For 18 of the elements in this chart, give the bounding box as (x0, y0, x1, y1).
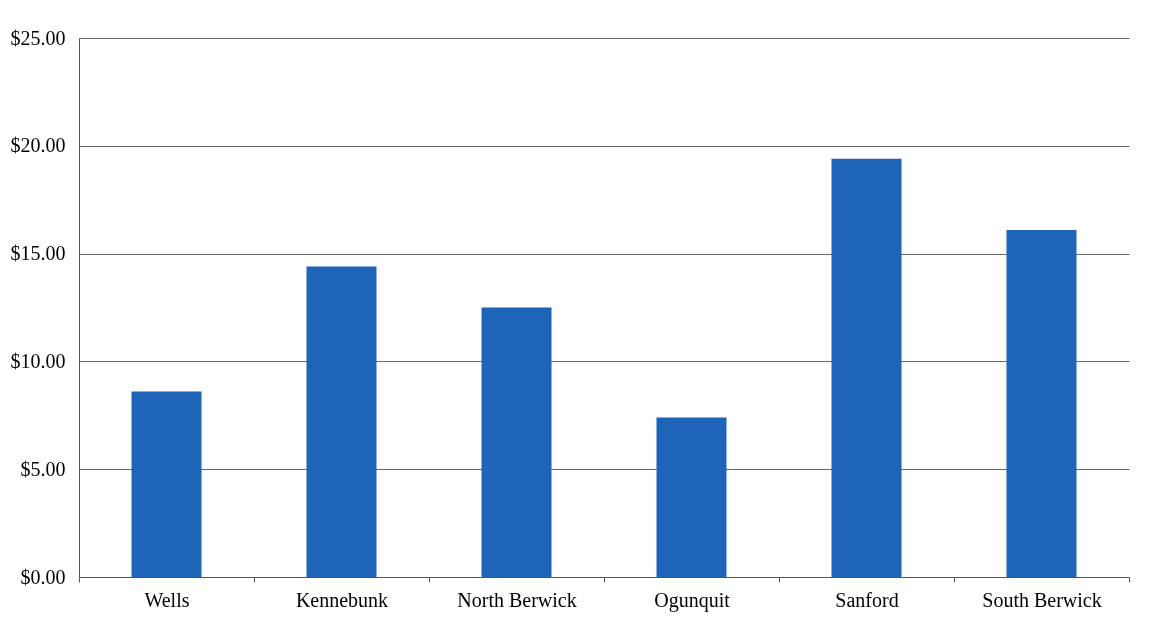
y-tick-label: $20.00 (10, 134, 66, 157)
bar (131, 391, 202, 577)
x-tick-label: Kennebunk (295, 588, 389, 611)
x-tick-label: North Berwick (457, 588, 577, 611)
y-tick-label: $25.00 (10, 26, 66, 49)
bar (656, 417, 727, 577)
bar (306, 266, 377, 577)
x-tick-label: South Berwick (982, 588, 1102, 611)
y-tick-label: $15.00 (10, 242, 66, 265)
y-tick-label: $10.00 (10, 349, 66, 372)
bar (481, 307, 552, 577)
x-tick-label: Wells (144, 588, 190, 611)
y-tick-label: $5.00 (20, 457, 66, 480)
x-tick-label: Sanford (835, 588, 899, 611)
y-tick-label: $0.00 (20, 565, 66, 588)
bar (831, 158, 902, 577)
x-tick-label: Ogunquit (654, 588, 731, 612)
bar (1006, 229, 1077, 577)
